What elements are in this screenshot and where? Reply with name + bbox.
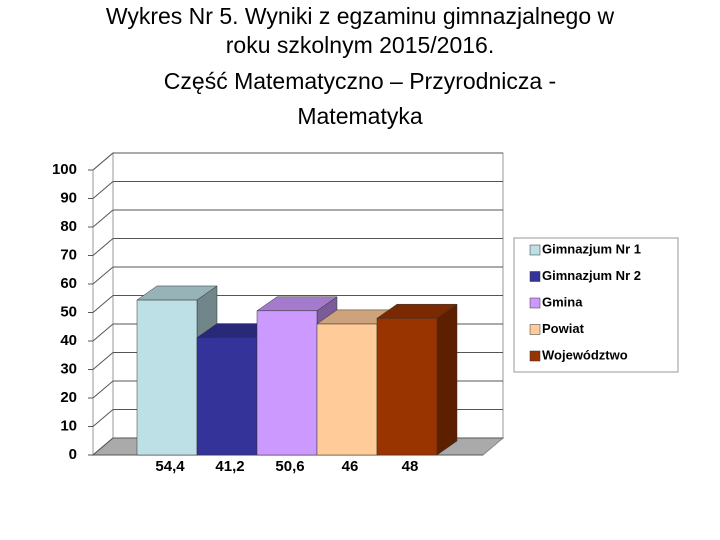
value-label: 50,6 xyxy=(275,458,304,475)
y-tick-label: 50 xyxy=(60,303,77,320)
legend-label: Powiat xyxy=(542,321,585,336)
bar-side xyxy=(436,303,458,456)
bar-top xyxy=(376,303,458,319)
y-tick-label: 60 xyxy=(60,275,77,292)
grid-line xyxy=(92,238,114,256)
bar xyxy=(256,310,318,456)
chart-title: Część Matematyczno – Przyrodnicza - xyxy=(164,68,556,94)
legend-swatch xyxy=(529,350,541,362)
legend-swatch xyxy=(529,297,541,309)
chart-title: Matematyka xyxy=(297,103,422,129)
grid-line xyxy=(92,323,114,342)
grid-line xyxy=(92,209,114,228)
bar-top xyxy=(256,296,338,312)
y-tick-label: 20 xyxy=(60,389,77,406)
legend-swatch xyxy=(529,271,541,282)
y-tick-label: 0 xyxy=(69,446,77,463)
bar xyxy=(196,337,258,456)
grid-line xyxy=(92,266,114,285)
bar xyxy=(316,323,378,456)
grid-line xyxy=(92,152,114,171)
y-tick-label: 90 xyxy=(60,189,77,206)
grid-line xyxy=(92,409,114,427)
y-tick-label: 100 xyxy=(52,161,77,178)
legend-label: Gimnazjum Nr 2 xyxy=(542,268,641,283)
grid-line xyxy=(92,295,114,313)
legend-label: Gimnazjum Nr 1 xyxy=(542,241,641,256)
chart-title: roku szkolnym 2015/2016. xyxy=(226,32,495,58)
chart-title: Wykres Nr 5. Wyniki z egzaminu gimnazjal… xyxy=(106,3,615,29)
bar-top xyxy=(136,285,218,301)
grid-line xyxy=(92,181,114,199)
y-tick-label: 30 xyxy=(60,360,77,377)
legend-label: Województwo xyxy=(542,347,628,362)
bar xyxy=(136,299,198,456)
legend-swatch xyxy=(529,324,541,335)
value-label: 48 xyxy=(402,458,419,475)
legend-box xyxy=(513,237,679,373)
grid-line xyxy=(92,352,114,370)
y-tick-label: 70 xyxy=(60,246,77,263)
legend-label: Gmina xyxy=(542,294,583,309)
bar xyxy=(376,317,438,456)
y-tick-label: 10 xyxy=(60,417,77,434)
y-tick-label: 80 xyxy=(60,218,77,235)
grid-line xyxy=(92,437,114,456)
grid-line xyxy=(92,380,114,399)
legend-swatch xyxy=(529,244,541,256)
value-label: 54,4 xyxy=(155,458,185,475)
y-tick-label: 40 xyxy=(60,332,77,349)
value-label: 46 xyxy=(342,458,359,475)
value-label: 41,2 xyxy=(215,458,244,475)
